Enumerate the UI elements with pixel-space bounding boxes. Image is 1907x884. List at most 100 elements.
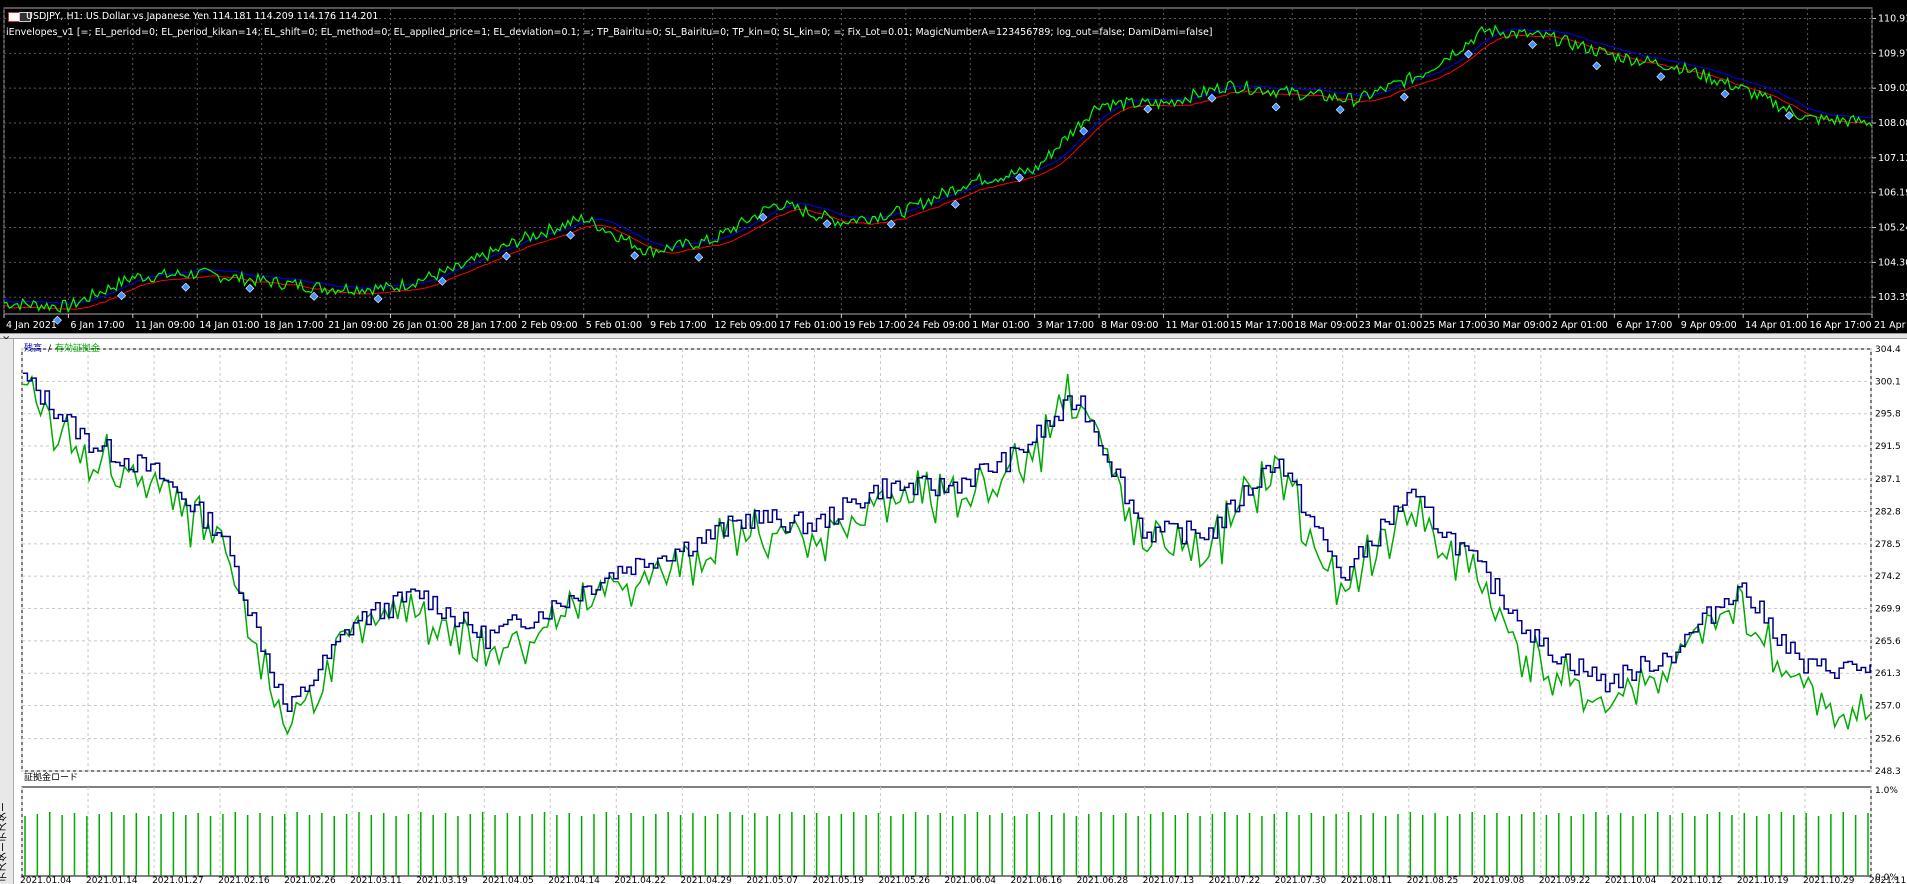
chart-window-icon xyxy=(19,12,31,22)
buy-arrow-icon xyxy=(1271,102,1281,112)
date-axis-label: 2021.07.13 xyxy=(1143,876,1195,884)
buy-arrow-icon xyxy=(886,219,896,229)
buy-arrow-icon xyxy=(181,282,191,292)
time-axis-label: 9 Feb 17:00 xyxy=(650,320,706,331)
date-axis-label: 2021.06.16 xyxy=(1011,876,1063,884)
panel-splitter[interactable] xyxy=(0,333,1907,339)
load-axis-label: 0.0% xyxy=(1875,873,1898,883)
price-chart[interactable]: 110.915 109.970 109.025 108.080 107.135 106.1… xyxy=(0,0,1907,333)
balance-line xyxy=(23,372,1871,712)
envelope-lower-line xyxy=(3,34,1873,310)
buy-arrow-icon xyxy=(1015,173,1024,183)
date-axis-label: 2021.06.28 xyxy=(1077,876,1129,884)
date-axis-label: 2021.05.19 xyxy=(812,876,864,884)
time-axis-label: 15 Mar 17:00 xyxy=(1230,320,1293,331)
date-axis-label: 2021.09.22 xyxy=(1539,876,1591,884)
balance-axis-label: 300.1 xyxy=(1875,377,1901,387)
balance-axis-label: 274.2 xyxy=(1875,572,1901,582)
time-axis-label: 6 Jan 17:00 xyxy=(70,320,124,331)
indicator-params: iEnvelopes_v1 [=; EL_period=0; EL_period… xyxy=(6,27,1213,38)
legend-separator: / xyxy=(48,344,52,354)
price-line xyxy=(3,24,1873,314)
buy-arrow-icon xyxy=(694,252,704,262)
balance-axis-label: 278.5 xyxy=(1875,540,1901,550)
date-axis-label: 2021.08.25 xyxy=(1407,876,1459,884)
buy-arrow-icon xyxy=(501,251,511,261)
time-axis-label: 11 Jan 09:00 xyxy=(135,320,195,331)
balance-axis-label: 265.6 xyxy=(1875,637,1901,647)
balance-axis-label: 295.8 xyxy=(1875,410,1901,420)
buy-arrow-icon xyxy=(1784,111,1794,120)
buy-arrow-icon xyxy=(758,212,768,222)
time-axis-label: 1 Mar 01:00 xyxy=(972,320,1029,331)
balance-axis-label: 304.4 xyxy=(1875,345,1901,355)
strategy-tester-tab[interactable]: テスターテスター xyxy=(0,339,14,884)
buy-arrow-icon xyxy=(309,291,319,301)
legend-equity: 有効証拠金 xyxy=(55,344,101,354)
date-axis-label: 2021.05.26 xyxy=(878,876,930,884)
date-axis-label: 2021.01.27 xyxy=(152,876,204,884)
date-axis-label: 2021.01.14 xyxy=(86,876,138,884)
equity-line xyxy=(22,373,1871,736)
buy-arrow-icon xyxy=(1335,105,1345,115)
price-axis-label: 108.080 xyxy=(1878,118,1907,129)
buy-arrow-icon xyxy=(1143,104,1153,114)
legend-balance: 残高 xyxy=(24,344,43,354)
buy-arrow-icon xyxy=(1720,89,1730,99)
balance-axis-label: 269.9 xyxy=(1875,605,1901,615)
balance-axis-label: 291.5 xyxy=(1875,442,1901,452)
price-plot-frame xyxy=(3,7,1873,315)
buy-arrow-icon xyxy=(1464,49,1473,59)
price-axis-label: 104.300 xyxy=(1878,257,1907,268)
date-axis-label: 2021.04.05 xyxy=(482,876,534,884)
tester-graph-canvas: 304.4 300.1 295.8 291.5 287.1 282.8 278.5 274.2… xyxy=(20,345,1907,884)
envelope-upper-line xyxy=(3,28,1873,304)
buy-arrow-icon xyxy=(373,294,383,304)
buy-arrow-icon xyxy=(566,230,575,240)
date-axis-label: 2021.02.16 xyxy=(218,876,270,884)
buy-arrow-icon xyxy=(437,276,447,286)
buy-arrow-icon xyxy=(245,283,255,293)
date-axis-label: 2021.04.29 xyxy=(680,876,732,884)
buy-arrow-icon xyxy=(1528,40,1538,49)
date-axis-label: 2021.10.29 xyxy=(1803,876,1855,884)
price-axis-label: 107.135 xyxy=(1878,153,1907,164)
time-axis-label: 14 Jan 01:00 xyxy=(199,320,259,331)
date-axis-label: 2021.10.04 xyxy=(1605,876,1657,884)
date-axis-label: 2021.06.04 xyxy=(945,876,997,884)
buy-arrow-icon xyxy=(1207,93,1217,103)
date-axis-label: 2021.10.12 xyxy=(1671,876,1723,884)
date-axis-label: 2021.07.22 xyxy=(1209,876,1261,884)
strategy-tester-graph: 304.4 300.1 295.8 291.5 287.1 282.8 278.5 274.2… xyxy=(0,339,1907,884)
time-axis-label: 6 Apr 17:00 xyxy=(1616,320,1672,331)
load-axis-label: 1.0% xyxy=(1875,786,1898,796)
buy-arrow-icon xyxy=(950,199,960,209)
time-axis-label: 14 Apr 01:00 xyxy=(1745,320,1807,331)
side-tab-label: テスターテスター xyxy=(0,802,10,882)
buy-arrow-icon xyxy=(1592,61,1602,71)
date-axis-label: 2021.08.11 xyxy=(1341,876,1393,884)
price-axis-label: 103.355 xyxy=(1878,292,1907,303)
buy-arrow-icon xyxy=(1656,72,1666,82)
price-axis-label: 106.190 xyxy=(1878,188,1907,199)
legend-margin-load: 証拠金ロード xyxy=(24,773,79,783)
balance-axis-label: 287.1 xyxy=(1875,475,1901,485)
date-axis-label: 2021.09.08 xyxy=(1473,876,1525,884)
balance-axis-label: 257.0 xyxy=(1875,702,1901,712)
time-axis-label: 18 Mar 09:00 xyxy=(1294,320,1357,331)
date-axis-label: 2021.10.19 xyxy=(1737,876,1789,884)
buy-arrow-icon xyxy=(822,219,832,229)
time-axis-label: 23 Mar 01:00 xyxy=(1359,320,1422,331)
date-axis-label: 2021.05.07 xyxy=(746,876,798,884)
time-axis-label: 19 Feb 17:00 xyxy=(843,320,905,331)
time-axis-label: 28 Jan 17:00 xyxy=(457,320,517,331)
date-axis-label: 2021.03.11 xyxy=(350,876,402,884)
time-axis-label: 24 Feb 09:00 xyxy=(908,320,970,331)
price-axis-label: 105.245 xyxy=(1878,223,1907,234)
price-chart-canvas: 110.915 109.970 109.025 108.080 107.135 106.1… xyxy=(3,7,1907,331)
time-axis-label: 21 Apr 09:00 xyxy=(1874,320,1907,331)
buy-arrow-icon xyxy=(630,251,640,261)
time-axis-label: 30 Mar 09:00 xyxy=(1488,320,1551,331)
buy-arrow-icon xyxy=(1399,92,1409,102)
date-axis-label: 2021.01.04 xyxy=(20,876,72,884)
